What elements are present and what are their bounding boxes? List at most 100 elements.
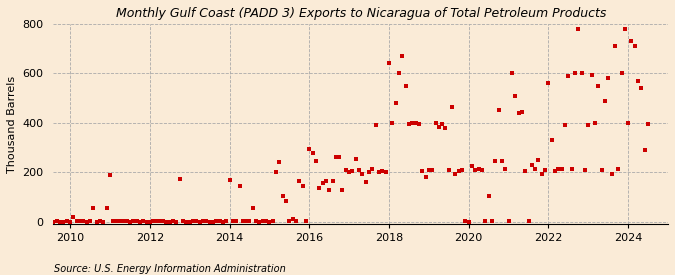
- Point: [447, 104, 458, 109]
- Point: [201, 218, 212, 223]
- Point: [397, 54, 408, 58]
- Point: [310, 159, 321, 163]
- Point: [184, 220, 195, 224]
- Point: [360, 180, 371, 185]
- Point: [337, 188, 348, 192]
- Point: [78, 219, 89, 224]
- Point: [340, 168, 351, 172]
- Point: [281, 199, 292, 203]
- Point: [238, 218, 248, 223]
- Point: [520, 169, 531, 173]
- Point: [553, 166, 564, 171]
- Point: [473, 166, 484, 171]
- Point: [367, 166, 378, 171]
- Point: [530, 166, 541, 171]
- Point: [526, 163, 537, 167]
- Point: [603, 76, 614, 81]
- Point: [317, 181, 328, 186]
- Point: [480, 218, 491, 223]
- Point: [414, 122, 425, 126]
- Point: [101, 206, 112, 210]
- Point: [75, 218, 86, 223]
- Point: [570, 71, 580, 76]
- Point: [487, 218, 497, 223]
- Point: [131, 219, 142, 224]
- Point: [457, 168, 468, 172]
- Point: [91, 220, 102, 224]
- Point: [158, 219, 169, 224]
- Point: [454, 169, 464, 173]
- Point: [420, 175, 431, 180]
- Point: [546, 138, 557, 142]
- Point: [234, 184, 245, 188]
- Point: [347, 169, 358, 173]
- Point: [191, 218, 202, 223]
- Point: [404, 122, 414, 126]
- Point: [181, 220, 192, 224]
- Point: [35, 218, 46, 223]
- Point: [549, 169, 560, 173]
- Point: [483, 194, 494, 198]
- Point: [284, 218, 295, 223]
- Point: [171, 220, 182, 224]
- Point: [364, 170, 375, 175]
- Point: [563, 74, 574, 78]
- Point: [118, 219, 129, 224]
- Point: [327, 179, 338, 183]
- Point: [207, 220, 218, 224]
- Point: [122, 218, 132, 223]
- Point: [506, 71, 517, 76]
- Point: [155, 218, 165, 223]
- Point: [264, 220, 275, 224]
- Point: [636, 86, 647, 90]
- Point: [466, 164, 477, 168]
- Point: [566, 166, 577, 171]
- Point: [490, 159, 501, 163]
- Point: [214, 218, 225, 223]
- Point: [523, 218, 534, 223]
- Point: [443, 168, 454, 172]
- Point: [616, 71, 627, 76]
- Point: [510, 94, 520, 98]
- Point: [516, 109, 527, 114]
- Point: [394, 71, 404, 76]
- Point: [477, 168, 487, 172]
- Point: [178, 219, 188, 224]
- Point: [55, 220, 65, 224]
- Point: [261, 219, 271, 224]
- Point: [440, 126, 451, 130]
- Point: [68, 215, 79, 219]
- Point: [144, 220, 155, 224]
- Point: [613, 166, 624, 171]
- Point: [32, 217, 43, 222]
- Point: [533, 158, 544, 162]
- Point: [610, 44, 620, 48]
- Point: [307, 150, 318, 155]
- Point: [586, 72, 597, 77]
- Point: [500, 166, 511, 171]
- Point: [314, 186, 325, 191]
- Point: [580, 168, 591, 172]
- Point: [560, 123, 570, 128]
- Point: [630, 44, 641, 48]
- Point: [573, 27, 584, 31]
- Point: [134, 220, 145, 224]
- Point: [543, 81, 554, 86]
- Point: [167, 219, 178, 224]
- Point: [297, 184, 308, 188]
- Point: [38, 210, 49, 214]
- Y-axis label: Thousand Barrels: Thousand Barrels: [7, 76, 17, 173]
- Point: [643, 122, 653, 126]
- Point: [88, 206, 99, 210]
- Point: [291, 218, 302, 223]
- Point: [41, 219, 52, 224]
- Point: [599, 98, 610, 103]
- Point: [244, 218, 255, 223]
- Point: [274, 160, 285, 165]
- Point: [45, 218, 55, 223]
- Point: [288, 217, 298, 222]
- Point: [141, 220, 152, 224]
- Point: [620, 27, 630, 31]
- Point: [248, 206, 259, 210]
- Point: [254, 220, 265, 224]
